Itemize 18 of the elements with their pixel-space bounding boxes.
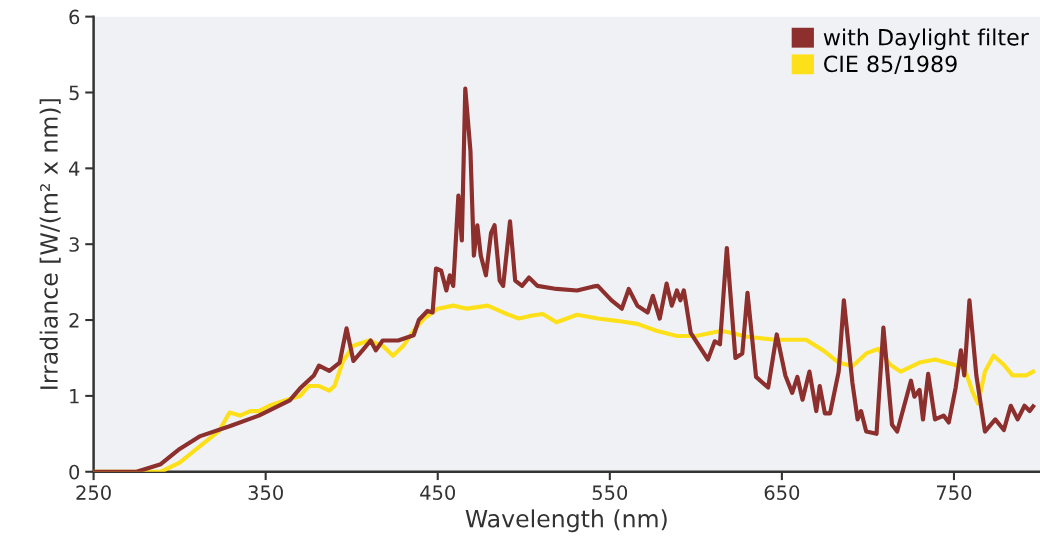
y-tick-label: 5	[69, 85, 79, 101]
legend-label: CIE 85/1989	[824, 55, 957, 74]
x-tick-label: 450	[420, 485, 456, 500]
legend-label: with Daylight filter	[823, 28, 1029, 50]
x-tick-label: 550	[592, 485, 628, 500]
y-tick-label: 1	[70, 389, 79, 404]
x-tick-label: 250	[76, 485, 111, 500]
x-tick-label: 750	[937, 485, 972, 500]
y-tick-label: 4	[68, 161, 80, 176]
y-tick-label: 6	[69, 9, 80, 25]
y-tick-label: 2	[69, 313, 79, 328]
y-tick-label: 0	[69, 464, 80, 480]
x-tick-label: 650	[764, 485, 800, 500]
x-axis-title: Wavelength (nm)	[465, 509, 667, 533]
x-tick-label: 350	[248, 485, 283, 500]
y-axis-title: Irradiance [W/(m² x nm)]	[39, 99, 61, 389]
line-series	[93, 86, 1036, 472]
y-tick-label: 3	[69, 237, 79, 252]
